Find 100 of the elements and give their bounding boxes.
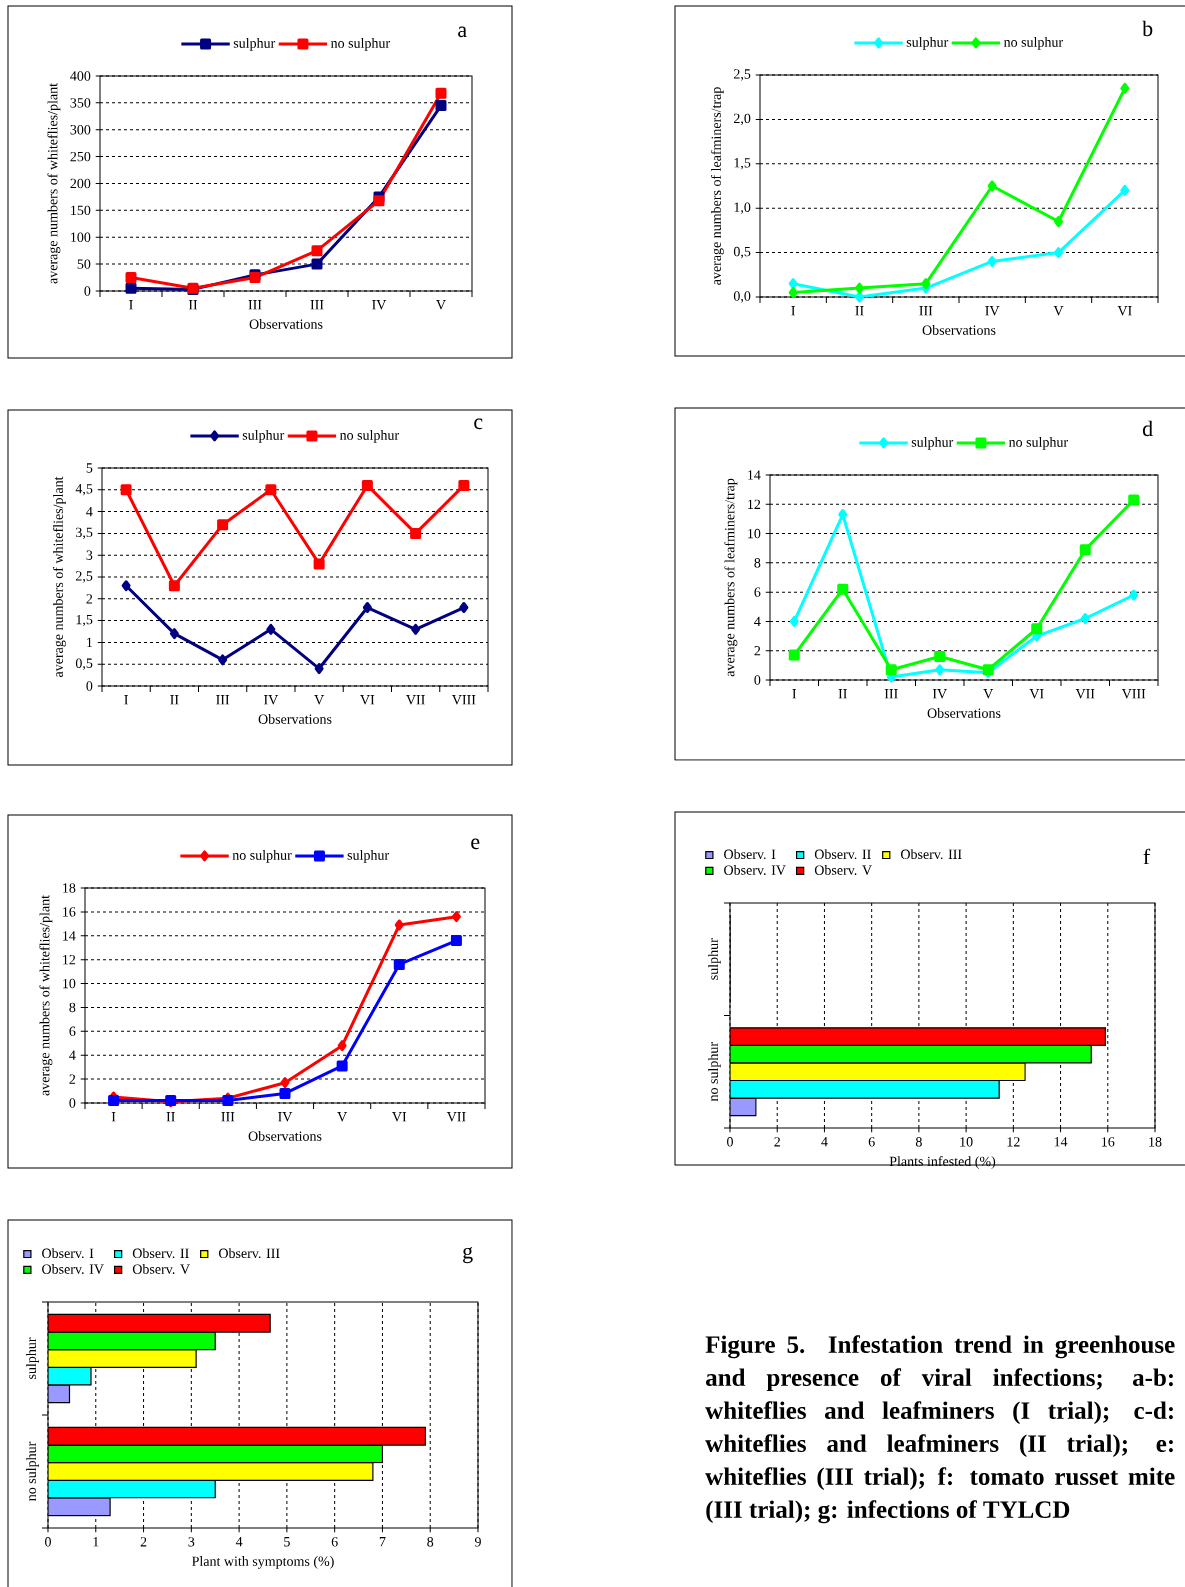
x-tick-label: 4 — [235, 1537, 243, 1547]
x-tick-label: I — [791, 306, 796, 316]
x-tick-label: IV — [263, 695, 279, 705]
x-tick-label: V — [1053, 306, 1064, 316]
x-axis-title: Observations — [922, 325, 996, 335]
y-tick-label: sulphur — [708, 938, 721, 980]
x-tick-label: 9 — [474, 1537, 481, 1547]
legend-label: Observ. IV — [42, 1263, 104, 1274]
y-tick-label: 400 — [70, 71, 91, 81]
x-tick-label: III — [310, 300, 324, 310]
legend-label: sulphur — [911, 436, 954, 450]
legend-label: no sulphur — [232, 849, 292, 863]
x-tick-label: II — [166, 1112, 175, 1122]
y-tick-label: 3,5 — [76, 527, 93, 540]
legend-label: Observ. I — [724, 849, 776, 860]
x-tick-label: V — [337, 1112, 348, 1122]
legend-label: Observ. III — [218, 1248, 280, 1259]
y-tick-label: 2 — [754, 646, 761, 656]
x-tick-label: III — [884, 689, 898, 699]
y-tick-label: 4 — [754, 616, 761, 627]
x-tick-label: IV — [985, 306, 1000, 316]
x-tick-label: III — [216, 695, 230, 705]
legend-label: Observ. V — [132, 1263, 190, 1274]
chart-title: a — [458, 26, 467, 38]
legend-label: sulphur — [347, 849, 389, 863]
y-tick-label: 8 — [69, 1002, 76, 1013]
x-tick-label: 7 — [379, 1537, 386, 1547]
x-tick-label: 6 — [868, 1137, 875, 1147]
y-axis-title: average numbers of whiteflies/plant — [39, 895, 53, 1096]
x-tick-label: VIII — [1121, 689, 1146, 699]
y-axis-title: average numbers of leafminers/trap — [710, 87, 724, 285]
y-axis-title: average numbers of whiteflies/plant — [52, 476, 66, 677]
y-tick-label: 0 — [84, 286, 91, 296]
y-tick-label: 5 — [86, 463, 93, 473]
x-tick-label: IV — [932, 689, 947, 699]
y-tick-label: 6 — [69, 1026, 76, 1037]
y-tick-label: 2,0 — [733, 113, 751, 126]
y-tick-label: 4 — [69, 1050, 76, 1060]
x-tick-label: 2 — [140, 1537, 147, 1547]
y-tick-label: 50 — [77, 259, 91, 269]
x-axis-title: Observations — [927, 708, 1001, 718]
x-tick-label: VI — [392, 1112, 407, 1122]
y-axis-title: average numbers of leafminers/trap — [724, 478, 738, 677]
chart-title: f — [1143, 848, 1151, 865]
x-tick-label: 3 — [188, 1537, 195, 1547]
y-tick-label: 16 — [63, 907, 76, 917]
y-axis-title: average numbers of whiteflies/plant — [47, 83, 61, 284]
y-tick-label: 350 — [70, 98, 91, 108]
y-tick-label: no sulphur — [708, 1042, 721, 1102]
x-tick-label: I — [124, 695, 128, 705]
chart-title: e — [471, 838, 480, 850]
legend-label: no sulphur — [1003, 36, 1063, 50]
x-tick-label: III — [248, 300, 262, 310]
x-axis-title: Observations — [248, 1131, 322, 1141]
x-tick-label: III — [221, 1112, 235, 1122]
x-tick-label: V — [436, 300, 446, 310]
x-tick-label: 2 — [774, 1137, 780, 1147]
legend-label: no sulphur — [1008, 436, 1068, 450]
y-tick-label: 18 — [63, 883, 76, 893]
y-tick-label: 10 — [63, 978, 76, 989]
x-tick-label: I — [792, 689, 797, 699]
x-tick-label: IV — [372, 300, 387, 310]
x-tick-label: IV — [278, 1112, 293, 1122]
legend-label: Observ. II — [132, 1248, 189, 1259]
y-tick-label: 1 — [87, 637, 93, 648]
y-tick-label: 2 — [86, 594, 93, 604]
x-tick-label: VI — [360, 695, 375, 705]
y-tick-label: 300 — [70, 125, 91, 135]
y-tick-label: 4 — [86, 506, 93, 517]
y-tick-label: 1,0 — [734, 202, 751, 214]
y-tick-label: 2,5 — [75, 571, 93, 583]
caption: Figure 5. Infestation trend in greenhouse and presence of viral infections; a-b: whiteflies and leafminers (I trial); c-d: whiteflies and leafminers (II trial); e: whiteflies (III trial); f: tomato russet mite (III trial); g: infections of TYLCD — [705, 1335, 1175, 1524]
x-tick-label: 10 — [960, 1137, 973, 1147]
x-tick-label: 16 — [1102, 1137, 1115, 1147]
legend-label: sulphur — [233, 37, 276, 51]
x-axis-title: Observations — [258, 714, 332, 724]
y-tick-label: 12 — [748, 499, 761, 509]
legend-label: sulphur — [906, 36, 949, 50]
x-tick-label: 0 — [45, 1537, 51, 1547]
y-tick-label: 200 — [70, 178, 91, 189]
y-tick-label: 10 — [748, 528, 761, 539]
y-tick-label: 250 — [70, 151, 91, 162]
x-tick-label: 14 — [1054, 1137, 1068, 1147]
x-axis-title: Plant with symptoms (%) — [192, 1556, 334, 1569]
x-tick-label: VII — [446, 1112, 466, 1122]
x-tick-label: II — [855, 306, 864, 316]
legend-label: no sulphur — [339, 429, 399, 443]
y-tick-label: 12 — [63, 955, 76, 965]
x-tick-label: VII — [406, 695, 425, 705]
x-tick-label: V — [983, 689, 994, 699]
y-tick-label: 0,0 — [733, 291, 751, 303]
x-tick-label: 18 — [1149, 1137, 1162, 1147]
y-tick-label: 100 — [71, 232, 91, 242]
y-tick-label: 3 — [86, 550, 93, 560]
x-tick-label: 8 — [915, 1137, 922, 1147]
x-tick-label: V — [314, 695, 325, 705]
y-tick-label: 0 — [86, 681, 93, 691]
legend-label: Observ. III — [900, 849, 962, 860]
x-tick-label: 8 — [427, 1537, 434, 1547]
x-tick-label: VI — [1117, 306, 1132, 316]
